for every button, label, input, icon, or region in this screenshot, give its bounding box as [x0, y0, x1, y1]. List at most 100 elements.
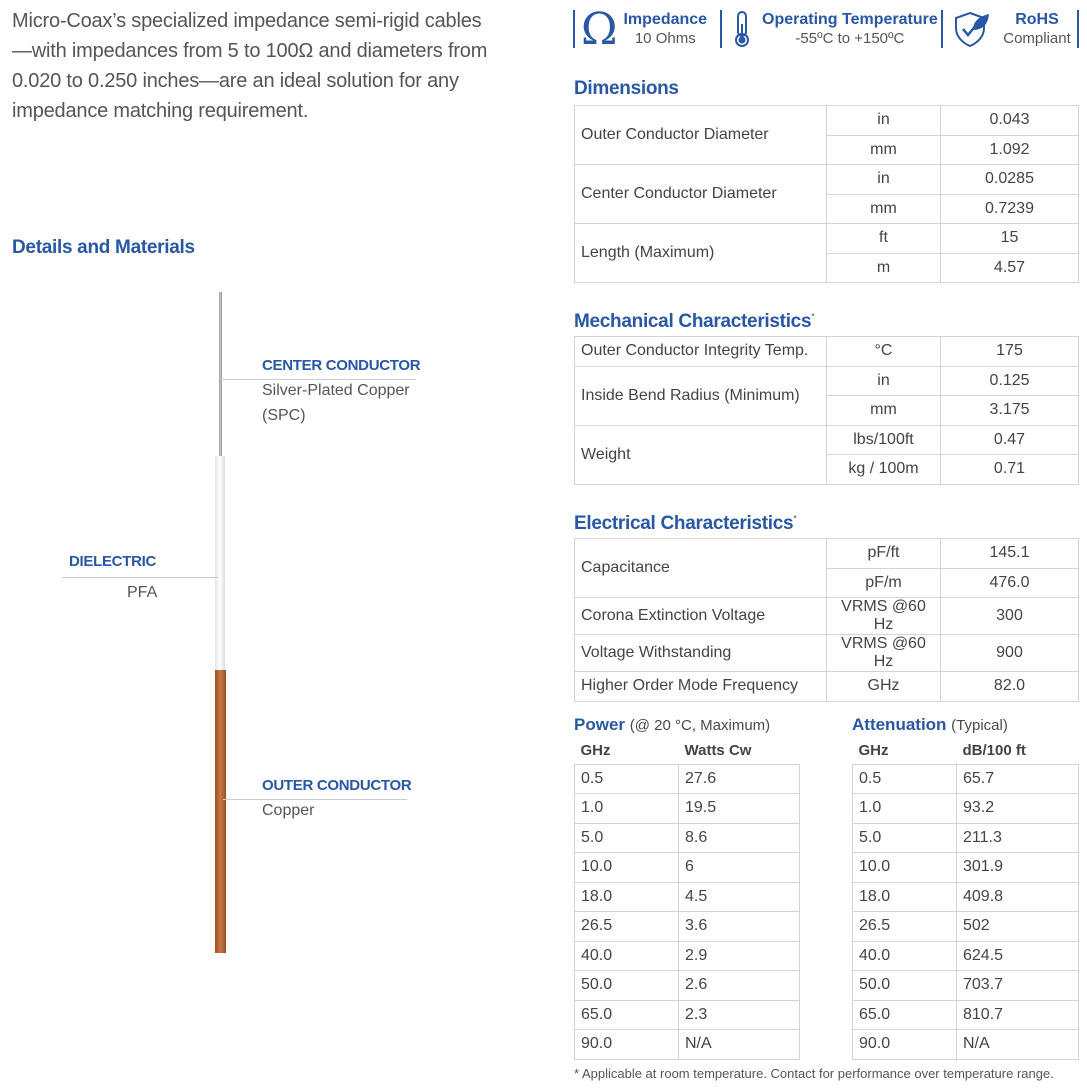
table-row: Higher Order Mode Frequency GHz 82.0 [574, 671, 1079, 702]
center-leader-line [221, 379, 416, 380]
table-cell: 624.5 [956, 940, 1079, 971]
table-cell: 27.6 [678, 763, 800, 794]
impedance-badge: Ω Impedance 10 Ohms [573, 4, 721, 55]
table-cell: 810.7 [956, 999, 1079, 1030]
attenuation-title: Attenuation (Typical) [852, 715, 1008, 734]
table-row: 40.0 2.9 [574, 940, 800, 971]
table-cell: 5.0 [574, 822, 679, 853]
table-row: 10.0 301.9 [852, 852, 1079, 883]
power-title: Power (@ 20 °C, Maximum) [574, 715, 771, 734]
table-row: mm 3.175 [575, 395, 1079, 426]
spec-value: 4.57 [940, 252, 1079, 283]
spec-value: 476.0 [940, 567, 1079, 598]
table-row: 50.0 2.6 [574, 970, 800, 1001]
spec-unit: pF/m [826, 567, 941, 598]
table-cell: 50.0 [574, 970, 679, 1001]
table-cell: 0.5 [852, 763, 957, 794]
spec-label: Corona Extinction Voltage [574, 597, 827, 635]
table-cell: 50.0 [852, 970, 957, 1001]
spec-value: 0.125 [940, 365, 1079, 396]
spec-value: 3.175 [940, 395, 1079, 426]
table-row: m 4.57 [575, 252, 1079, 283]
spec-value: 300 [940, 597, 1079, 635]
table-cell: 26.5 [574, 911, 679, 942]
shield-leaf-icon [955, 11, 989, 48]
table-cell: 2.3 [678, 999, 800, 1030]
mechanical-title: Mechanical Characteristics* [574, 311, 815, 332]
table-row: 0.5 27.6 [574, 763, 800, 794]
column-header: Watts Cw [684, 742, 752, 760]
temperature-badge: Operating Temperature -55ºC to +150ºC [720, 10, 942, 48]
table-cell: N/A [956, 1029, 1079, 1060]
table-row: 1.0 93.2 [852, 793, 1079, 824]
spec-value: 900 [940, 634, 1079, 672]
spec-value: 0.043 [940, 105, 1079, 136]
intro-text: Micro-Coax’s specialized impedance semi-… [12, 10, 488, 122]
thermometer-icon [735, 11, 749, 47]
spec-label: Voltage Withstanding [574, 634, 827, 672]
spec-unit: °C [826, 336, 941, 367]
dimensions-table: Outer Conductor Diameter in 0.043 mm 1.092 Ce… [574, 105, 1079, 283]
dielectric-sleeve [215, 456, 225, 671]
table-row: Outer Conductor Integrity Temp. °C 175 [574, 336, 1079, 367]
table-row: Inside Bend Radius (Minimum) in 0.125 [574, 365, 1079, 426]
spec-unit: mm [826, 395, 941, 426]
table-cell: 1.0 [574, 793, 679, 824]
table-cell: 0.5 [574, 763, 679, 794]
table-cell: 65.0 [852, 999, 957, 1030]
table-cell: 3.6 [678, 911, 800, 942]
table-row: 50.0 703.7 [852, 970, 1079, 1001]
table-cell: 502 [956, 911, 1079, 942]
table-cell: 5.0 [852, 822, 957, 853]
table-cell: 6 [678, 852, 800, 883]
table-cell: 40.0 [852, 940, 957, 971]
table-cell: 18.0 [852, 881, 957, 912]
table-cell: 2.6 [678, 970, 800, 1001]
spec-label: Length (Maximum) [574, 223, 827, 283]
spec-label: Center Conductor Diameter [574, 164, 827, 224]
table-row: 5.0 8.6 [574, 822, 800, 853]
spec-unit: mm [826, 134, 941, 165]
spec-value: 15 [940, 223, 1079, 254]
center-conductor-wire [219, 292, 222, 457]
outer-conductor-label: OUTER CONDUCTOR [262, 777, 412, 794]
attenuation-table: GHz dB/100 ft 0.5 65.7 1.0 93.2 5.0 211.3 10.0 30… [852, 738, 1079, 1060]
column-header: GHz [858, 742, 889, 760]
table-cell: 10.0 [574, 852, 679, 883]
column-header: GHz [580, 742, 611, 760]
spec-unit: lbs/100ft [826, 424, 941, 455]
center-conductor-label: CENTER CONDUCTOR [262, 357, 421, 374]
spec-label: Inside Bend Radius (Minimum) [574, 365, 827, 426]
badge-title: Impedance [623, 11, 708, 28]
outer-conductor-material: Copper [262, 802, 315, 819]
table-cell: 93.2 [956, 793, 1079, 824]
spec-unit: pF/ft [826, 538, 941, 569]
omega-icon: Ω [581, 3, 618, 55]
power-table: GHz Watts Cw 0.5 27.6 1.0 19.5 5.0 8.6 10.0 6 18.0… [574, 738, 800, 1060]
table-row: Center Conductor Diameter in 0.0285 [574, 164, 1079, 224]
table-row: Length (Maximum) ft 15 [574, 223, 1079, 283]
table-row: kg / 100m 0.71 [575, 454, 1079, 485]
dimensions-title: Dimensions [574, 78, 679, 99]
badge-title: RoHS [1015, 11, 1059, 28]
table-row: mm 1.092 [575, 134, 1079, 165]
table-cell: 65.0 [574, 999, 679, 1030]
rohs-badge: RoHS Compliant [941, 10, 1079, 48]
spec-value: 145.1 [940, 538, 1079, 569]
spec-value: 0.71 [940, 454, 1079, 485]
spec-unit: VRMS @60 Hz [826, 634, 941, 672]
table-row: 0.5 65.7 [852, 763, 1079, 794]
table-row: 5.0 211.3 [852, 822, 1079, 853]
table-row: Outer Conductor Diameter in 0.043 [574, 105, 1079, 165]
table-row: 90.0 N/A [852, 1029, 1079, 1060]
mechanical-table: Outer Conductor Integrity Temp. °C 175 Insi… [574, 336, 1079, 485]
table-row: Capacitance pF/ft 145.1 [574, 538, 1079, 598]
badge-value: 10 Ohms [634, 30, 696, 47]
spec-label: Outer Conductor Diameter [574, 105, 827, 165]
table-cell: 4.5 [678, 881, 800, 912]
table-row: Weight lbs/100ft 0.47 [574, 424, 1079, 485]
table-row: 18.0 4.5 [574, 881, 800, 912]
table-row: 18.0 409.8 [852, 881, 1079, 912]
table-cell: 703.7 [956, 970, 1079, 1001]
table-cell: 211.3 [956, 822, 1079, 853]
